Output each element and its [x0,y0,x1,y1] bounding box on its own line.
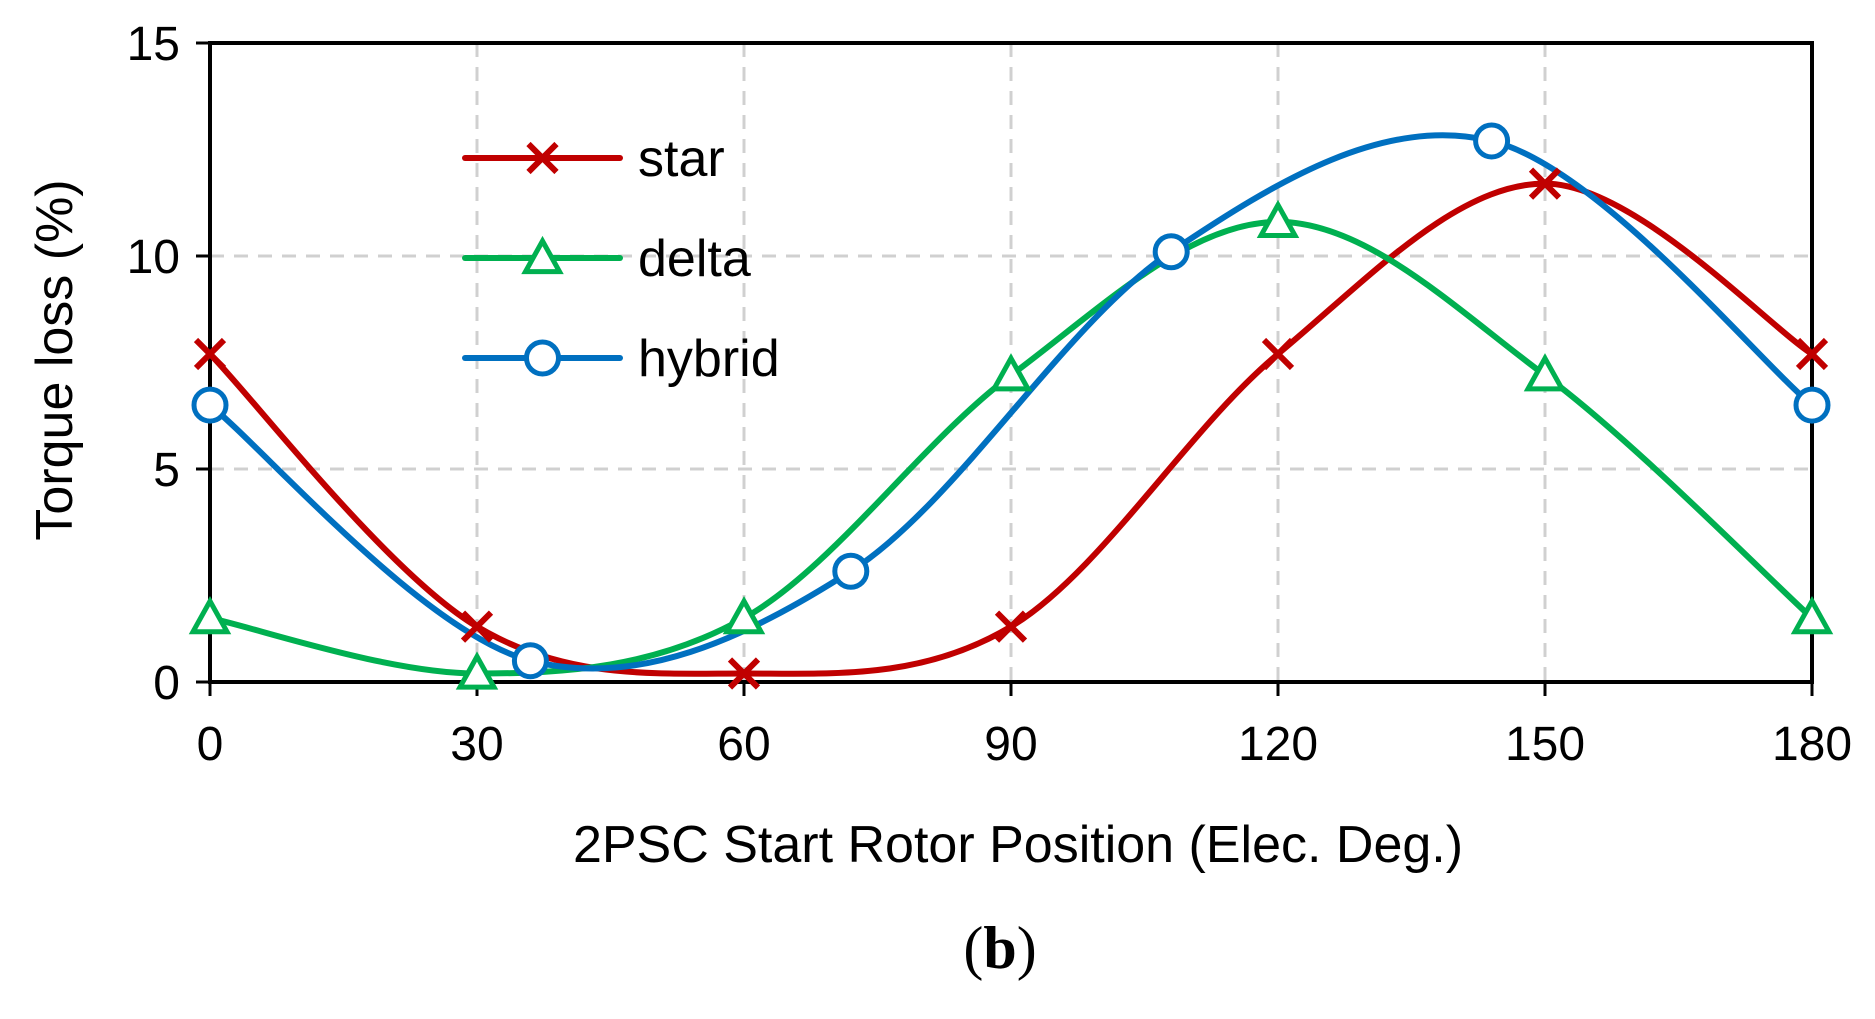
data-point-delta [1523,353,1567,392]
legend-label-hybrid: hybrid [638,330,780,388]
data-point-star [193,337,227,371]
x-tick-label: 60 [717,718,770,771]
legend-marker-hybrid [524,339,561,377]
legend-label-star: star [638,130,725,188]
markers-delta [188,199,1834,690]
data-point-delta [188,595,232,635]
figure-caption: (b) [963,915,1036,981]
y-tick-label: 15 [127,18,180,71]
y-axis-title: Torque loss (%) [26,179,84,540]
y-tick-label: 10 [127,231,180,284]
legend-marker-star [526,141,559,175]
data-point-delta [989,353,1033,392]
y-tick-label: 0 [153,657,180,710]
legend: star delta hybrid [462,130,780,388]
caption-letter: b [983,915,1016,981]
markers-star [193,167,1829,690]
x-tick-label: 180 [1772,718,1852,771]
series-line-hybrid [207,132,1815,672]
data-point-hybrid [1473,122,1511,160]
data-point-star [1795,337,1829,371]
legend-label-delta: delta [638,230,751,288]
legend-item-star: star [462,130,725,188]
data-point-hybrid [832,552,870,590]
x-tick-label: 30 [450,718,503,771]
plot-frame [208,41,1814,684]
caption-close: ) [1017,915,1037,981]
legend-item-hybrid: hybrid [462,330,780,388]
data-point-star [994,610,1028,643]
data-point-hybrid [191,386,229,424]
data-point-delta [722,595,766,635]
x-tick-label: 90 [984,718,1037,771]
legend-item-delta: delta [462,230,751,288]
tick-labels: 0 30 60 90 120 150 180 0 5 10 15 [127,18,1852,771]
data-point-star [727,657,761,690]
series-lines [188,122,1834,690]
markers-hybrid [191,122,1831,680]
data-point-star [1261,337,1295,371]
data-point-hybrid [1152,233,1190,271]
x-tick-label: 150 [1505,718,1585,771]
x-axis-title: 2PSC Start Rotor Position (Elec. Deg.) [573,816,1463,874]
legend-marker-delta [521,235,564,275]
x-tick-label: 0 [197,718,224,771]
data-point-hybrid [511,642,549,680]
data-point-delta [1256,199,1300,239]
x-tick-label: 120 [1238,718,1318,771]
data-point-hybrid [1793,386,1831,424]
data-point-star [1528,167,1562,200]
data-point-delta [455,651,499,690]
y-tick-label: 5 [153,444,180,497]
series-hybrid [207,132,1815,672]
data-point-star [460,610,494,643]
caption-open: ( [963,915,983,981]
data-point-delta [1790,595,1834,635]
axes [196,41,1814,696]
